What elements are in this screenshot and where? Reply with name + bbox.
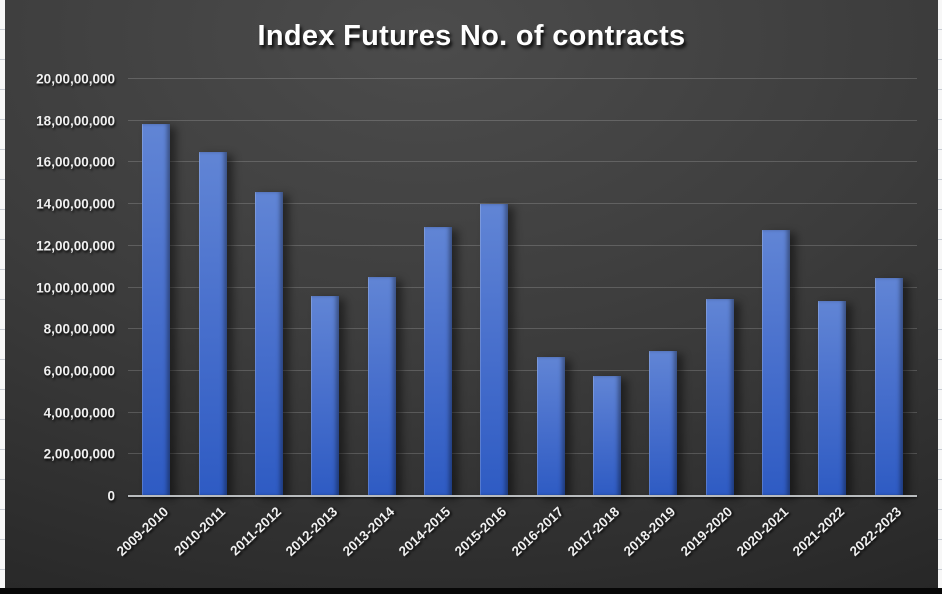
y-tick-label: 4,00,00,000 [43, 405, 115, 421]
x-tick-label: 2022-2023 [846, 504, 905, 560]
gridline [128, 328, 917, 330]
bar-2013-2014[interactable] [367, 277, 396, 496]
x-axis-labels: 2009-2010 2010-2011 2011-2012 2012-2013 2013… [114, 504, 917, 584]
x-tick-label: 2015-2016 [452, 504, 510, 560]
gridline [128, 119, 917, 121]
y-tick-label: 18,00,00,000 [36, 113, 115, 129]
x-tick-label: 2010-2011 [170, 504, 228, 559]
x-tick-label: 2013-2014 [339, 504, 397, 560]
gridline [128, 286, 917, 288]
bar-2010-2011[interactable] [198, 151, 227, 496]
y-tick-label: 10,00,00,000 [36, 280, 115, 295]
bar-2009-2010[interactable] [142, 123, 171, 496]
bar-2012-2013[interactable] [311, 295, 340, 496]
gridline [128, 411, 917, 413]
x-tick-label: 2014-2015 [395, 504, 454, 560]
x-tick-label: 2012-2013 [283, 504, 341, 560]
chart-title: Index Futures No. of contracts [257, 20, 686, 52]
x-tick-label: 2018-2019 [621, 504, 679, 560]
bottom-black-strip [0, 588, 942, 594]
y-tick-label: 8,00,00,000 [43, 321, 115, 337]
x-axis-line [128, 495, 917, 497]
bar-2022-2023[interactable] [874, 278, 903, 496]
x-tick-label: 2017-2018 [564, 504, 623, 560]
y-tick-label: 12,00,00,000 [36, 238, 115, 254]
x-tick-label: 2020-2021 [733, 504, 792, 560]
x-tick-label: 2011-2012 [227, 504, 285, 559]
y-tick-label: 16,00,00,000 [36, 154, 115, 170]
gridline [128, 203, 917, 205]
chart-area[interactable]: Index Futures No. of contracts 0 2,00,00,… [5, 0, 938, 588]
y-tick-label: 2,00,00,000 [43, 446, 115, 462]
y-axis-labels: 0 2,00,00,000 4,00,00,000 6,00,00,000 8,00,0… [5, 72, 115, 504]
gridline [128, 369, 917, 371]
x-tick-label: 2019-2020 [677, 504, 735, 560]
gridline [128, 78, 917, 79]
spreadsheet-edge-strip-left [0, 0, 5, 588]
y-tick-label: 20,00,00,000 [36, 71, 115, 87]
x-tick-label: 2009-2010 [113, 504, 172, 560]
x-tick-label: 2021-2022 [790, 504, 848, 560]
bar-2015-2016[interactable] [480, 204, 509, 496]
y-tick-label: 0 [107, 488, 115, 504]
bar-2014-2015[interactable] [423, 227, 452, 496]
gridline [128, 244, 917, 246]
bar-2019-2020[interactable] [705, 298, 734, 496]
y-tick-label: 14,00,00,000 [36, 196, 115, 212]
spreadsheet-edge-strip-right [938, 0, 942, 588]
bar-2021-2022[interactable] [818, 301, 847, 496]
bar-2018-2019[interactable] [649, 351, 678, 496]
gridline [128, 161, 917, 163]
gridline [128, 453, 917, 455]
bar-2017-2018[interactable] [593, 376, 622, 496]
plot-area [128, 78, 917, 497]
x-tick-label: 2016-2017 [508, 504, 566, 560]
bar-2016-2017[interactable] [536, 357, 565, 496]
y-tick-label: 6,00,00,000 [43, 363, 115, 379]
bar-2011-2012[interactable] [254, 191, 283, 496]
bar-2020-2021[interactable] [762, 230, 791, 496]
